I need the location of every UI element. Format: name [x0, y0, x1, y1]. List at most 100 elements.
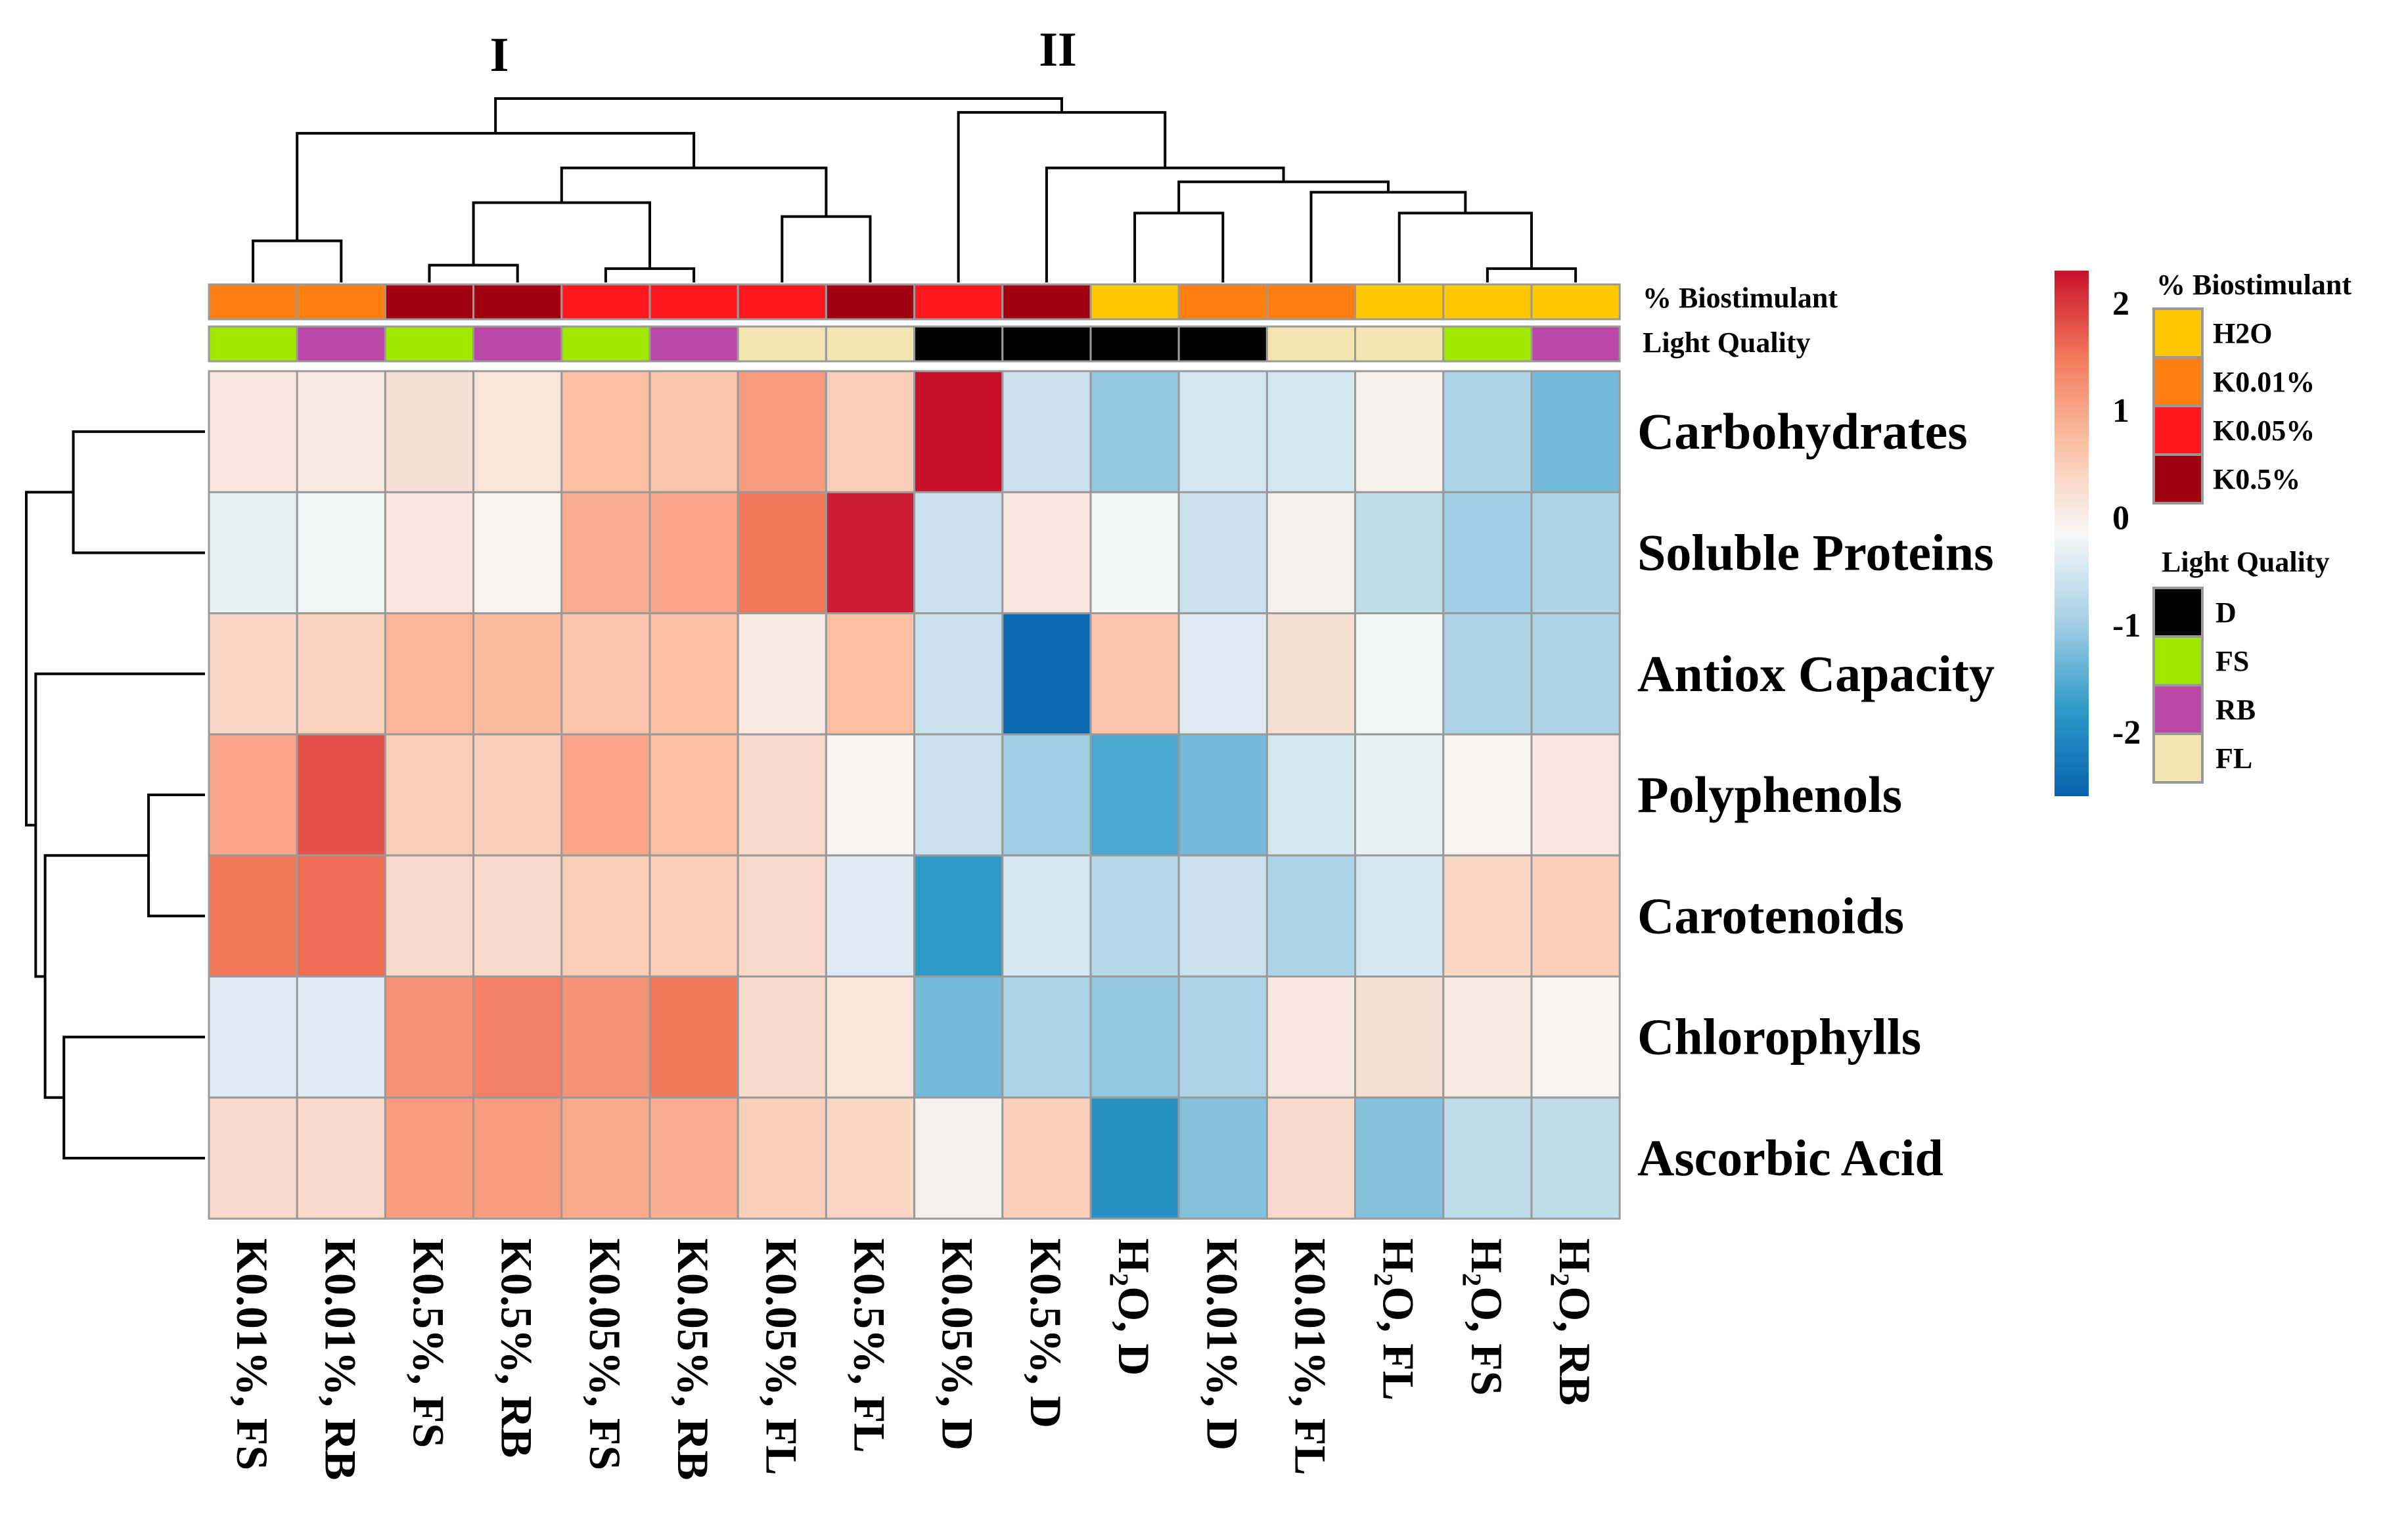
- light-quality-annotation-cell: [384, 325, 475, 363]
- heatmap-cell: [1177, 612, 1268, 736]
- light-quality-annotation-cell: [296, 325, 386, 363]
- heatmap-cell: [1089, 491, 1180, 615]
- cluster-label-i: I: [490, 28, 509, 82]
- row-label: Carotenoids: [1637, 887, 1904, 944]
- column-label: K0.5%, FS: [404, 1238, 454, 1448]
- scale-tick-label: -1: [2112, 607, 2141, 644]
- heatmap-cell: [825, 733, 916, 857]
- scale-tick-label: -2: [2112, 714, 2141, 752]
- heatmap-cell: [737, 491, 827, 615]
- column-label: K0.5%, D: [1021, 1238, 1071, 1428]
- heatmap-cell: [208, 370, 298, 493]
- column-label: K0.5%, RB: [492, 1238, 542, 1458]
- dendrogram-branch: [604, 267, 696, 282]
- dendrogram-branch: [252, 239, 343, 282]
- column-label: K0.05%, FL: [756, 1238, 806, 1475]
- heatmap-cell: [737, 370, 827, 493]
- light-quality-annotation-cell: [648, 325, 739, 363]
- heatmap-cell: [296, 1096, 386, 1220]
- heatmap-cell: [1089, 733, 1180, 857]
- scale-tick-label: 1: [2112, 392, 2129, 430]
- light-quality-annotation-cell: [1530, 325, 1621, 363]
- dendrogram-branch: [25, 491, 74, 827]
- heatmap-cell: [1354, 854, 1445, 977]
- legend-title-biostimulant: % Biostimulant: [2156, 269, 2351, 301]
- legend-item-label: H2O: [2213, 317, 2272, 349]
- heatmap-cell: [1089, 976, 1180, 1099]
- light-quality-annotation-cell: [1089, 325, 1180, 363]
- heatmap-cell: [296, 612, 386, 736]
- biostimulant-annotation-cell: [1001, 283, 1092, 321]
- heatmap-cell: [472, 491, 563, 615]
- heatmap-cell: [1265, 854, 1357, 977]
- heatmap-cell: [1442, 491, 1533, 615]
- biostimulant-annotation-cell: [1089, 283, 1180, 321]
- legend-swatch: [2152, 587, 2204, 638]
- dendrogram-branch: [1309, 191, 1467, 282]
- heatmap-cell: [560, 370, 651, 493]
- heatmap-cell: [1354, 1096, 1445, 1220]
- row-label: Polyphenols: [1637, 766, 1902, 823]
- biostimulant-annotation-cell: [825, 283, 916, 321]
- heatmap-cell: [384, 976, 475, 1099]
- heatmap-cell: [1265, 612, 1357, 736]
- heatmap-cell: [208, 854, 298, 977]
- column-label: H₂O, FS: [1462, 1238, 1512, 1396]
- heatmap-cell: [737, 976, 827, 1099]
- heatmap-cell: [560, 491, 651, 615]
- light-quality-annotation-cell: [825, 325, 916, 363]
- heatmap-cell: [472, 1096, 563, 1220]
- heatmap-cell: [913, 370, 1004, 493]
- heatmap-cell: [1089, 1096, 1180, 1220]
- heatmap-cell: [1442, 976, 1533, 1099]
- heatmap-cell: [1177, 491, 1268, 615]
- heatmap-cell: [1265, 976, 1357, 1099]
- dendrogram-branch: [560, 166, 828, 217]
- biostimulant-annotation-cell: [1442, 283, 1533, 321]
- heatmap-cell: [296, 491, 386, 615]
- heatmap-cell: [1530, 733, 1621, 857]
- heatmap-cell: [1001, 491, 1092, 615]
- biostimulant-annotation-cell: [913, 283, 1004, 321]
- heatmap-cell: [1530, 1096, 1621, 1220]
- legend-swatch: [2152, 307, 2204, 359]
- heatmap-cell: [1001, 976, 1092, 1099]
- column-label: K0.05%, FS: [580, 1238, 630, 1470]
- row-label: Antiox Capacity: [1637, 645, 1995, 702]
- heatmap-cell: [208, 976, 298, 1099]
- scale-tick-label: 0: [2112, 500, 2129, 537]
- legend-swatch: [2152, 356, 2204, 407]
- annotation-bars: [208, 283, 1621, 363]
- column-label: K0.01%, FL: [1286, 1238, 1336, 1475]
- light-quality-annotation-cell: [1177, 325, 1268, 363]
- heatmap-cell: [1354, 612, 1445, 736]
- legend-item-label: K0.5%: [2213, 463, 2300, 495]
- heatmap-cell: [825, 491, 916, 615]
- heatmap-cell: [648, 370, 739, 493]
- heatmap-cell: [1001, 854, 1092, 977]
- light-quality-annotation-cell: [1354, 325, 1445, 363]
- dendrogram-branch: [34, 672, 205, 978]
- legend-swatch: [2152, 453, 2204, 505]
- heatmap-cell: [825, 1096, 916, 1220]
- biostimulant-annotation-cell: [208, 283, 298, 321]
- dendrogram-branch: [1177, 180, 1390, 213]
- heatmap-cell: [384, 1096, 475, 1220]
- color-scale-ticks: 2 1 0 -1 -2: [2112, 285, 2141, 752]
- heatmap-cell: [648, 976, 739, 1099]
- heatmap-cell: [296, 976, 386, 1099]
- heatmap-cell: [1442, 854, 1533, 977]
- heatmap-cell: [384, 491, 475, 615]
- heatmap-cell: [648, 1096, 739, 1220]
- legend-item-label: FL: [2215, 742, 2252, 774]
- annotation-label-biostimulant: % Biostimulant: [1643, 282, 1838, 314]
- dendrogram-branch: [72, 430, 205, 554]
- heatmap-cell: [1354, 370, 1445, 493]
- light-quality-annotation-cell: [208, 325, 298, 363]
- legend-item-label: RB: [2215, 694, 2256, 726]
- heatmap-cell: [737, 854, 827, 977]
- heatmap-cell: [1089, 370, 1180, 493]
- column-label: H₂O, D: [1109, 1238, 1159, 1376]
- heatmap-cell: [472, 976, 563, 1099]
